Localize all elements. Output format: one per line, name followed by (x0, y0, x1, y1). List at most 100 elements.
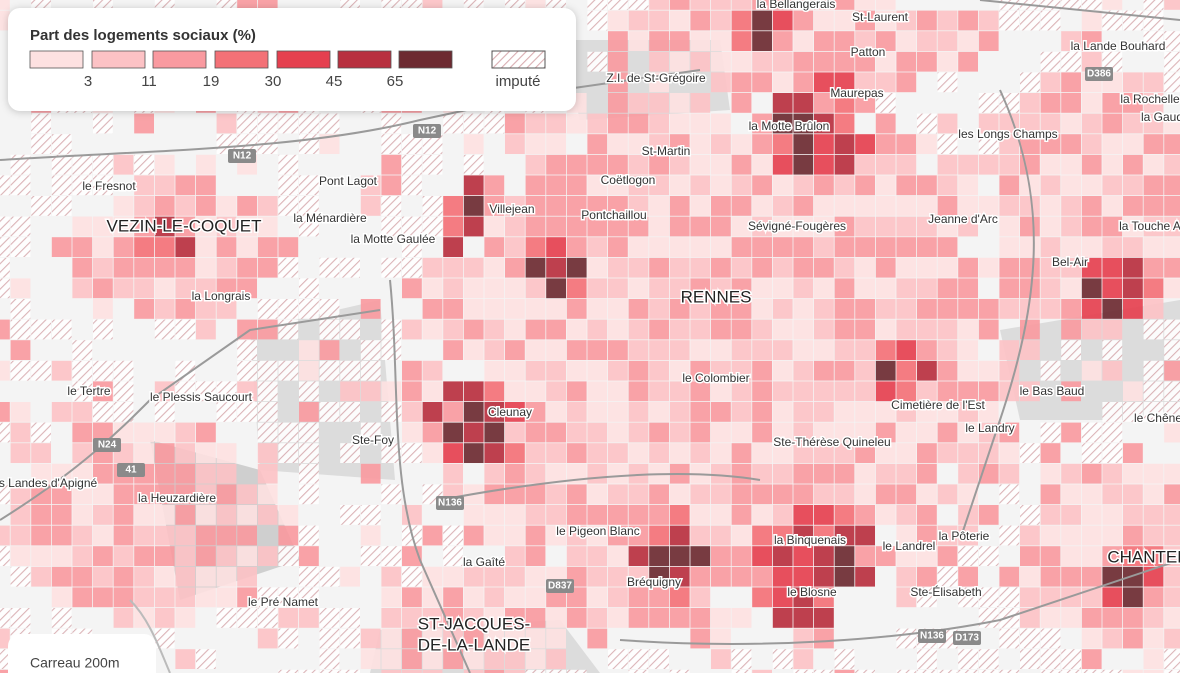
cell (484, 505, 505, 525)
cell (93, 257, 113, 278)
cell (917, 381, 937, 402)
cell (278, 443, 299, 463)
cell (484, 402, 505, 422)
cell (834, 319, 855, 340)
cell (1102, 216, 1123, 237)
cell (31, 113, 51, 134)
place-label: le Chêne (1134, 411, 1180, 425)
cell (649, 10, 669, 31)
cell (772, 175, 793, 196)
cell (278, 525, 299, 546)
cell (793, 546, 814, 566)
cell (1143, 463, 1164, 484)
cell (731, 154, 752, 175)
cell (154, 443, 175, 463)
cell (711, 72, 731, 93)
cell (175, 649, 196, 669)
place-label: le Blosne (787, 585, 837, 599)
place-label: Maurepas (830, 86, 883, 100)
cell (917, 463, 937, 484)
cell (1020, 587, 1040, 608)
cell (917, 319, 937, 340)
cell (896, 175, 917, 196)
cell (422, 443, 443, 463)
cell (175, 505, 196, 525)
cell (566, 154, 587, 175)
cell (299, 463, 319, 484)
cell (1020, 546, 1040, 566)
cell (1143, 669, 1164, 673)
cell (690, 10, 711, 31)
cell (587, 10, 608, 31)
cell (154, 237, 175, 257)
cell (51, 360, 72, 381)
cell (1143, 360, 1164, 381)
legend-swatch (29, 50, 84, 69)
cell (814, 443, 834, 463)
cell (381, 0, 402, 10)
place-label: la Motte Gaulée (351, 232, 436, 246)
cell (216, 443, 237, 463)
cell (669, 340, 690, 360)
cell (1123, 669, 1143, 673)
cell (875, 463, 896, 484)
cell (855, 505, 875, 525)
cell (1164, 196, 1180, 216)
cell (669, 175, 690, 196)
cell (566, 257, 587, 278)
cell (1020, 237, 1040, 257)
cell (917, 546, 937, 566)
cell (1061, 463, 1081, 484)
cell (814, 628, 834, 649)
legend-break: 30 (265, 73, 282, 90)
cell (875, 443, 896, 463)
cell (855, 360, 875, 381)
cell (1081, 257, 1102, 278)
cell (0, 175, 10, 196)
cell (937, 216, 958, 237)
cell (711, 31, 731, 51)
cell (958, 463, 978, 484)
cell (875, 216, 896, 237)
cell (566, 422, 587, 443)
cell (319, 113, 340, 134)
cell (814, 340, 834, 360)
cell (484, 278, 505, 299)
cell (711, 402, 731, 422)
cell (855, 546, 875, 566)
cell (958, 278, 978, 299)
cell (402, 381, 422, 402)
cell (772, 10, 793, 31)
cell (257, 546, 278, 566)
place-label: Patton (851, 45, 886, 59)
cell (896, 299, 917, 319)
cell (1143, 278, 1164, 299)
cell (896, 51, 917, 72)
cell (566, 175, 587, 196)
cell (175, 484, 196, 505)
cell (175, 278, 196, 299)
cell (690, 505, 711, 525)
cell (855, 381, 875, 402)
cell (731, 72, 752, 93)
cell (319, 257, 340, 278)
cell (793, 154, 814, 175)
cell (257, 319, 278, 340)
cell (196, 216, 216, 237)
cell (10, 546, 31, 566)
cell (175, 463, 196, 484)
cell (93, 299, 113, 319)
cell (1081, 628, 1102, 649)
cell (505, 463, 525, 484)
cell (978, 113, 999, 134)
cell (299, 566, 319, 587)
cell (793, 196, 814, 216)
cell (1102, 175, 1123, 196)
cell (360, 175, 381, 196)
cell (463, 649, 484, 669)
road-shield (546, 579, 574, 593)
cell (1143, 587, 1164, 608)
cell (10, 340, 31, 360)
cell (669, 299, 690, 319)
cell (1020, 443, 1040, 463)
